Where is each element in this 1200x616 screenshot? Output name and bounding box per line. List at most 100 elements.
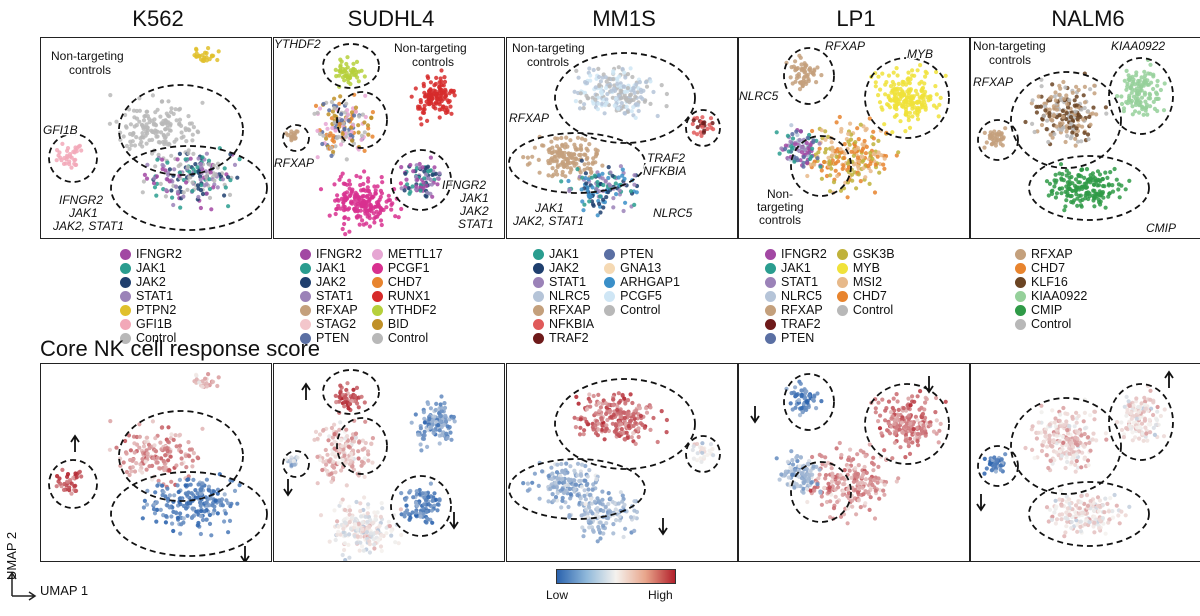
- score-point: [910, 394, 915, 399]
- score-point: [871, 462, 876, 467]
- score-point: [804, 389, 809, 394]
- cell-point: [845, 195, 850, 200]
- cell-point: [425, 118, 430, 123]
- score-point: [159, 456, 164, 461]
- legend-item: GNA13: [604, 261, 680, 275]
- cell-point: [700, 124, 705, 129]
- legend-item: GFI1B: [120, 317, 182, 331]
- cell-point: [579, 158, 584, 163]
- score-point: [137, 445, 142, 450]
- cell-point: [621, 84, 626, 89]
- cell-point: [421, 180, 426, 185]
- arrow-down-icon: [449, 512, 459, 530]
- cell-point: [629, 109, 634, 114]
- cell-point: [913, 88, 918, 93]
- score-point: [891, 396, 896, 401]
- legend-label: IFNGR2: [136, 247, 182, 261]
- score-point: [333, 454, 338, 459]
- score-point: [429, 508, 434, 513]
- cluster-annotation: controls: [527, 55, 569, 69]
- cell-point: [118, 137, 123, 142]
- cell-point: [317, 106, 323, 111]
- cell-point: [372, 184, 377, 189]
- cell-point: [1082, 175, 1087, 180]
- cell-point: [1137, 110, 1142, 115]
- cell-point: [1067, 186, 1072, 192]
- legend-swatch: [300, 262, 311, 274]
- legend-swatch: [765, 248, 776, 260]
- legend-item: Control: [371, 331, 443, 345]
- cell-point: [583, 171, 588, 176]
- score-point: [292, 462, 297, 467]
- cell-point: [1073, 143, 1078, 148]
- cell-point: [362, 169, 367, 174]
- cell-point: [161, 133, 166, 138]
- score-point: [643, 406, 649, 411]
- score-point: [169, 432, 174, 437]
- cluster-outline: [322, 43, 380, 89]
- cell-point: [640, 96, 645, 101]
- cell-point: [167, 167, 172, 172]
- legend-swatch: [533, 290, 544, 302]
- cell-point: [830, 148, 835, 153]
- score-point: [791, 390, 796, 395]
- cell-point: [439, 68, 444, 73]
- cell-point: [1153, 96, 1159, 101]
- cell-point: [156, 152, 161, 157]
- cell-point: [191, 125, 196, 130]
- legend-item: JAK1: [765, 261, 827, 275]
- cell-point: [1057, 92, 1062, 97]
- cell-point: [1063, 85, 1068, 90]
- score-point: [371, 520, 376, 525]
- score-point: [163, 520, 168, 525]
- cell-point: [315, 155, 320, 160]
- score-point: [691, 444, 696, 449]
- score-point: [698, 456, 703, 461]
- cell-point: [803, 147, 808, 152]
- legend-label: Control: [136, 331, 177, 345]
- score-point: [790, 407, 795, 412]
- cell-point: [786, 149, 791, 154]
- cell-point: [596, 66, 601, 71]
- cell-point: [358, 183, 363, 188]
- score-point: [648, 405, 653, 410]
- cell-point: [1086, 137, 1091, 142]
- legend-label: RFXAP: [549, 303, 591, 317]
- cell-point: [711, 127, 716, 132]
- legend-label: RFXAP: [316, 303, 358, 317]
- score-point: [828, 515, 833, 520]
- cell-point: [993, 136, 998, 141]
- score-point: [883, 418, 888, 423]
- cell-point: [797, 137, 802, 143]
- cell-point: [333, 128, 338, 133]
- score-point: [419, 448, 424, 453]
- cell-point: [860, 159, 865, 164]
- cell-point: [444, 105, 449, 110]
- score-point: [812, 488, 817, 493]
- score-point: [321, 427, 326, 433]
- cell-point: [894, 153, 899, 158]
- cell-point: [612, 103, 617, 108]
- score-point: [915, 443, 921, 448]
- cell-point: [880, 71, 885, 76]
- cell-point: [160, 167, 165, 172]
- score-point: [330, 451, 335, 457]
- cell-point: [595, 107, 600, 112]
- score-point: [345, 381, 350, 386]
- score-point: [320, 467, 325, 473]
- cell-point: [200, 100, 205, 105]
- legend-swatch: [120, 276, 131, 288]
- score-point: [143, 439, 148, 444]
- score-point: [890, 456, 895, 461]
- score-point: [436, 423, 441, 428]
- cell-point: [521, 155, 526, 160]
- score-point: [611, 403, 616, 408]
- cell-point: [1104, 111, 1109, 116]
- score-point: [418, 442, 423, 447]
- cell-point: [1069, 199, 1074, 205]
- cell-point: [838, 147, 843, 152]
- score-point: [167, 468, 172, 473]
- cell-point: [124, 143, 129, 149]
- score-point: [439, 405, 444, 410]
- cell-point: [801, 164, 806, 169]
